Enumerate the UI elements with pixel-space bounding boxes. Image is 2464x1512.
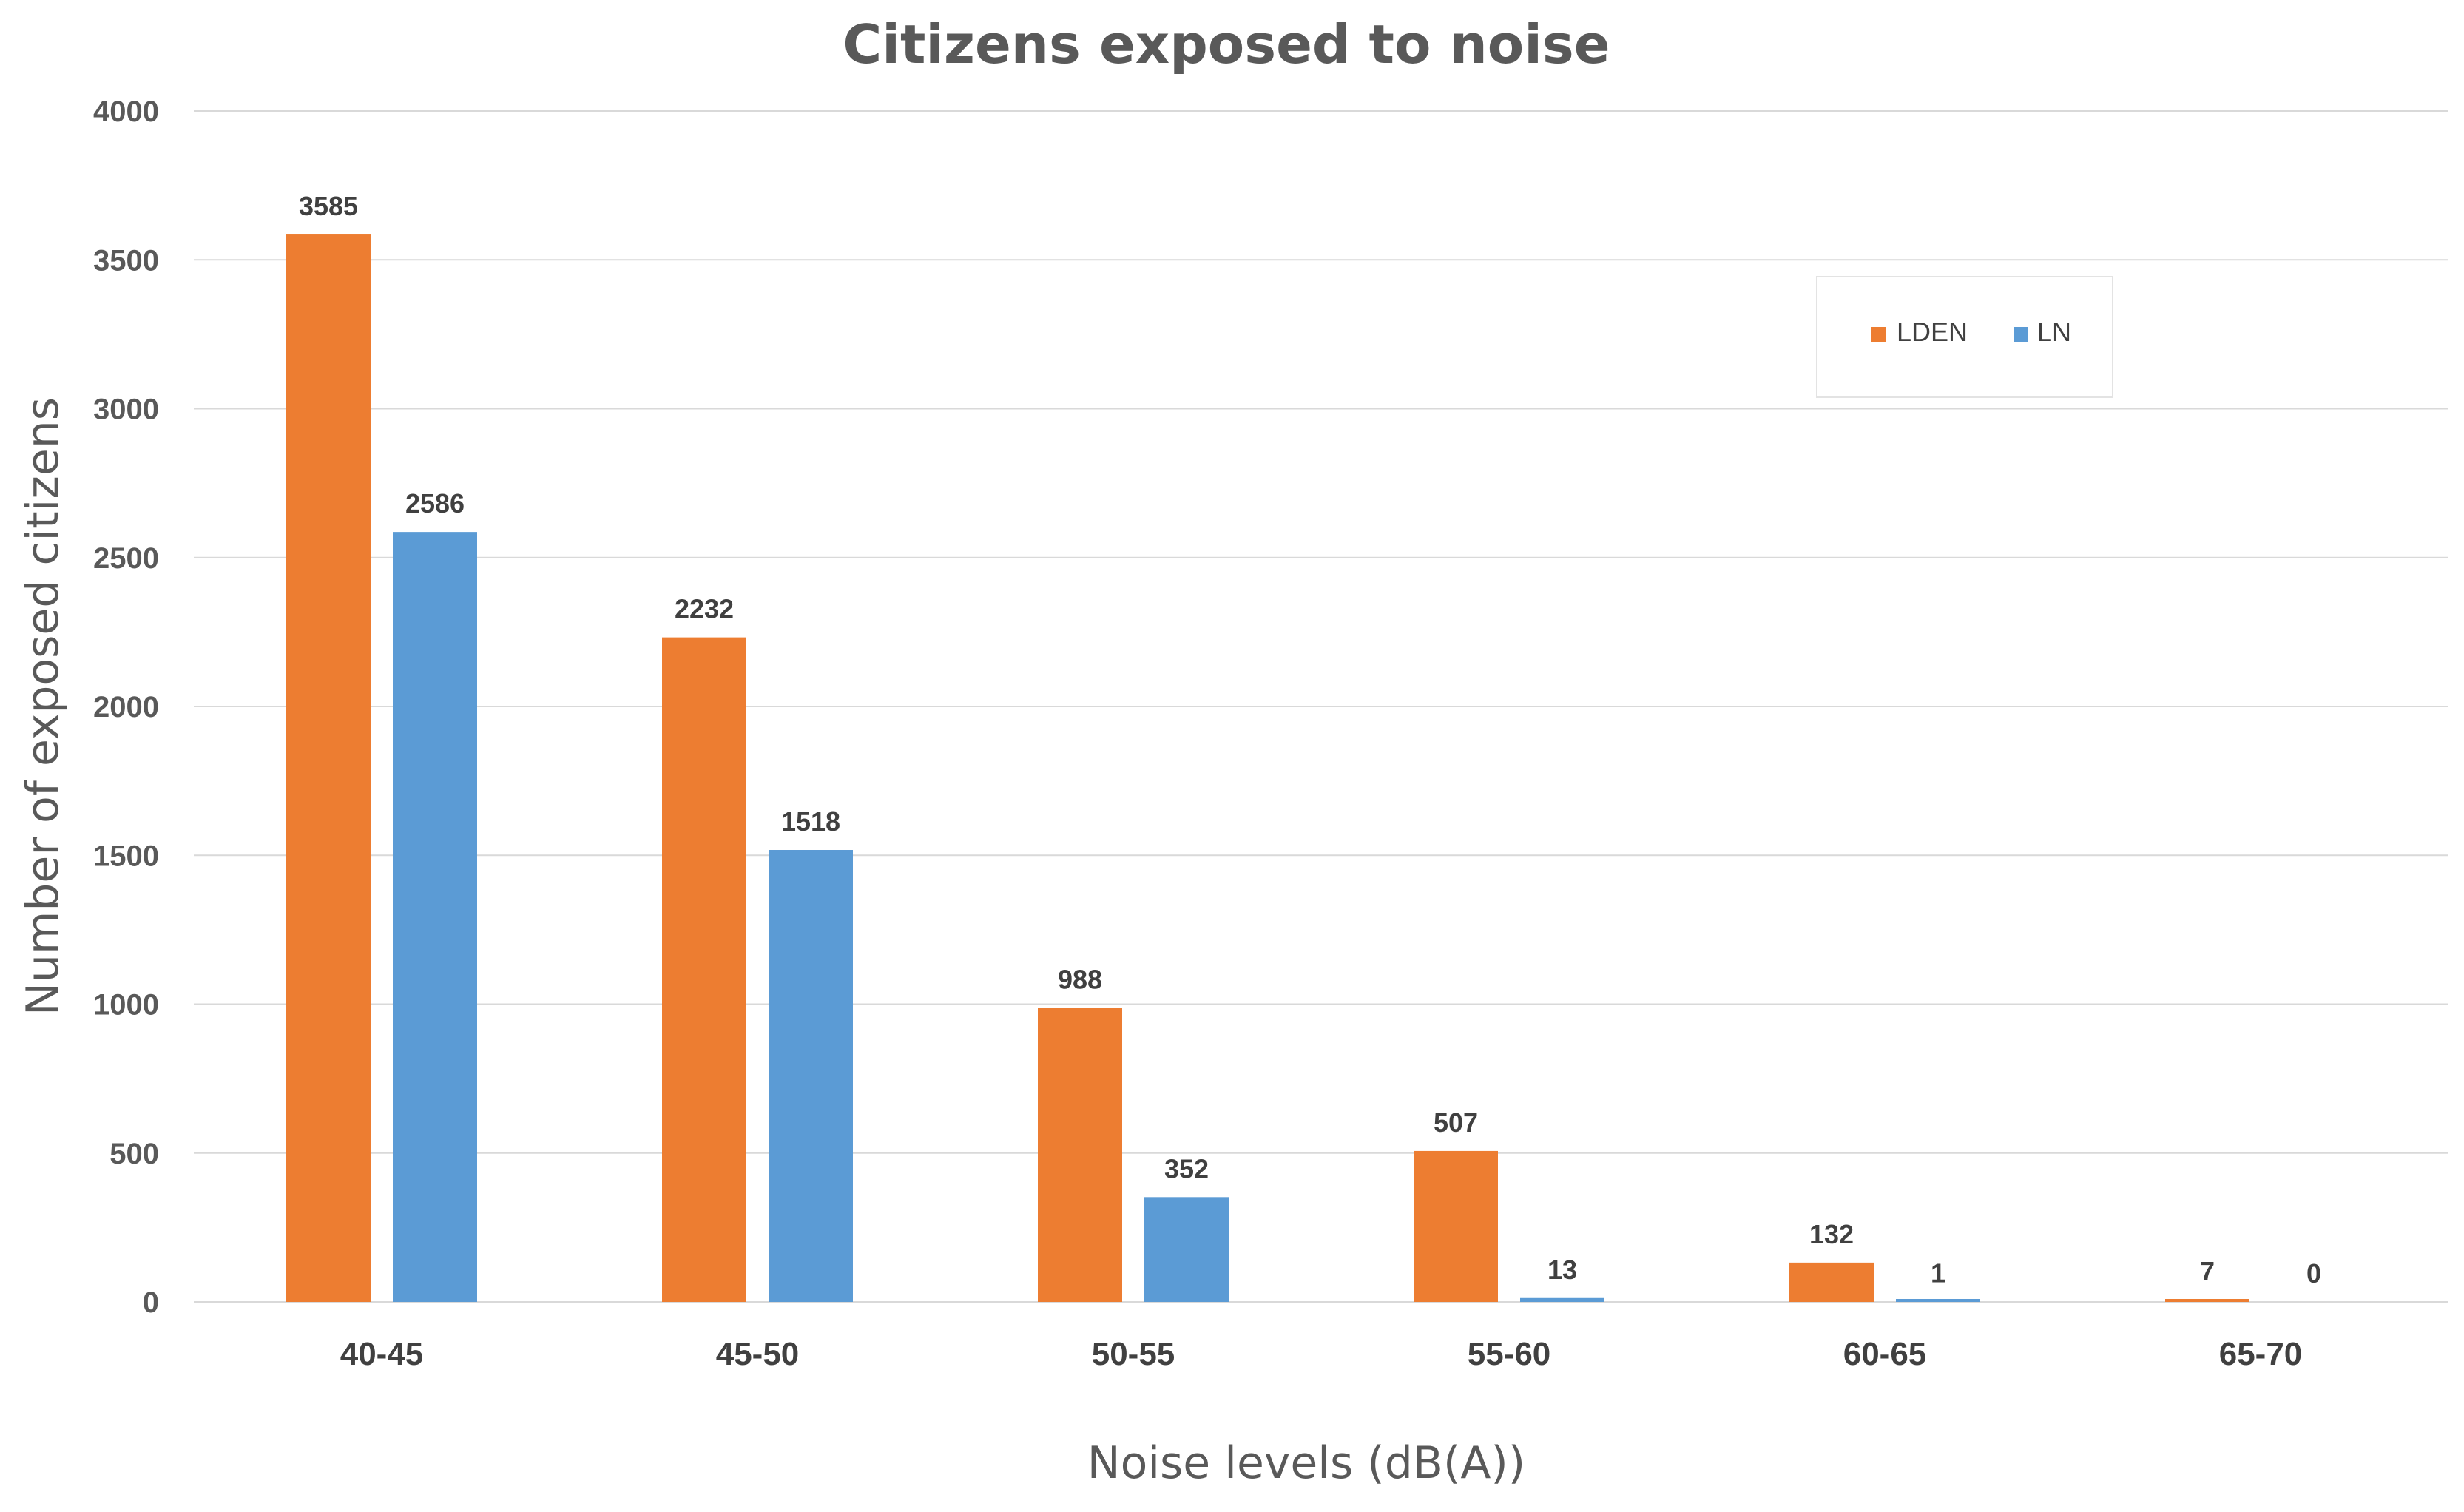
y-tick-label: 1000 <box>93 989 159 1022</box>
y-tick-label: 3500 <box>93 244 159 277</box>
bar-lden-45-50 <box>662 637 746 1302</box>
data-label: 13 <box>1547 1255 1577 1285</box>
data-label: 507 <box>1434 1107 1478 1138</box>
y-tick-label: 2000 <box>93 691 159 723</box>
legend: LDEN LN <box>1816 276 2113 398</box>
y-axis-ticks: 0 500 1000 1500 2000 2500 3000 3500 4000 <box>93 95 159 1319</box>
y-axis-label: Number of exposed citizens <box>17 397 69 1016</box>
bar-ln-60-65 <box>1896 1299 1980 1302</box>
y-tick-label: 2500 <box>93 542 159 575</box>
data-labels: 3585 2586 2232 1518 988 352 507 13 132 1 7 0 <box>299 191 2321 1289</box>
bar-lden-50-55 <box>1038 1008 1122 1302</box>
x-tick-label: 50-55 <box>1092 1336 1175 1372</box>
legend-label-lden: LDEN <box>1897 317 1968 347</box>
bar-ln-55-60 <box>1520 1297 1604 1302</box>
y-tick-label: 4000 <box>93 95 159 128</box>
gridlines <box>194 110 2448 1303</box>
y-tick-label: 3000 <box>93 394 159 426</box>
bars <box>286 234 2249 1303</box>
data-label: 2232 <box>675 594 734 624</box>
bar-ln-40-45 <box>393 532 477 1302</box>
bar-lden-55-60 <box>1414 1150 1498 1302</box>
bar-lden-40-45 <box>286 234 371 1303</box>
x-tick-label: 45-50 <box>716 1336 800 1372</box>
legend-swatch-ln <box>2014 327 2028 342</box>
data-label: 1518 <box>781 806 840 837</box>
x-tick-label: 55-60 <box>1468 1336 1551 1372</box>
data-label: 7 <box>2200 1256 2215 1286</box>
legend-box <box>1816 276 2113 398</box>
data-label: 0 <box>2306 1258 2321 1289</box>
data-label: 132 <box>1809 1219 1854 1249</box>
data-label: 988 <box>1058 964 1102 994</box>
x-tick-label: 60-65 <box>1843 1336 1927 1372</box>
bar-ln-50-55 <box>1144 1197 1229 1302</box>
bar-ln-45-50 <box>769 850 853 1302</box>
y-tick-label: 500 <box>109 1138 159 1170</box>
data-label: 1 <box>1931 1258 1945 1289</box>
data-label: 352 <box>1164 1153 1209 1184</box>
x-axis-label: Noise levels (dB(A)) <box>1087 1437 1525 1489</box>
data-label: 3585 <box>299 191 358 221</box>
bar-lden-65-70 <box>2165 1299 2249 1302</box>
y-tick-label: 1500 <box>93 840 159 872</box>
x-axis-ticks: 40-45 45-50 50-55 55-60 60-65 65-70 <box>340 1336 2303 1372</box>
x-tick-label: 65-70 <box>2219 1336 2303 1372</box>
bar-lden-60-65 <box>1789 1262 1874 1302</box>
y-tick-label: 0 <box>143 1286 159 1319</box>
legend-swatch-lden <box>1871 327 1886 342</box>
data-label: 2586 <box>405 488 465 519</box>
legend-label-ln: LN <box>2037 317 2071 347</box>
x-tick-label: 40-45 <box>340 1336 424 1372</box>
chart-title: Citizens exposed to noise <box>843 13 1610 75</box>
